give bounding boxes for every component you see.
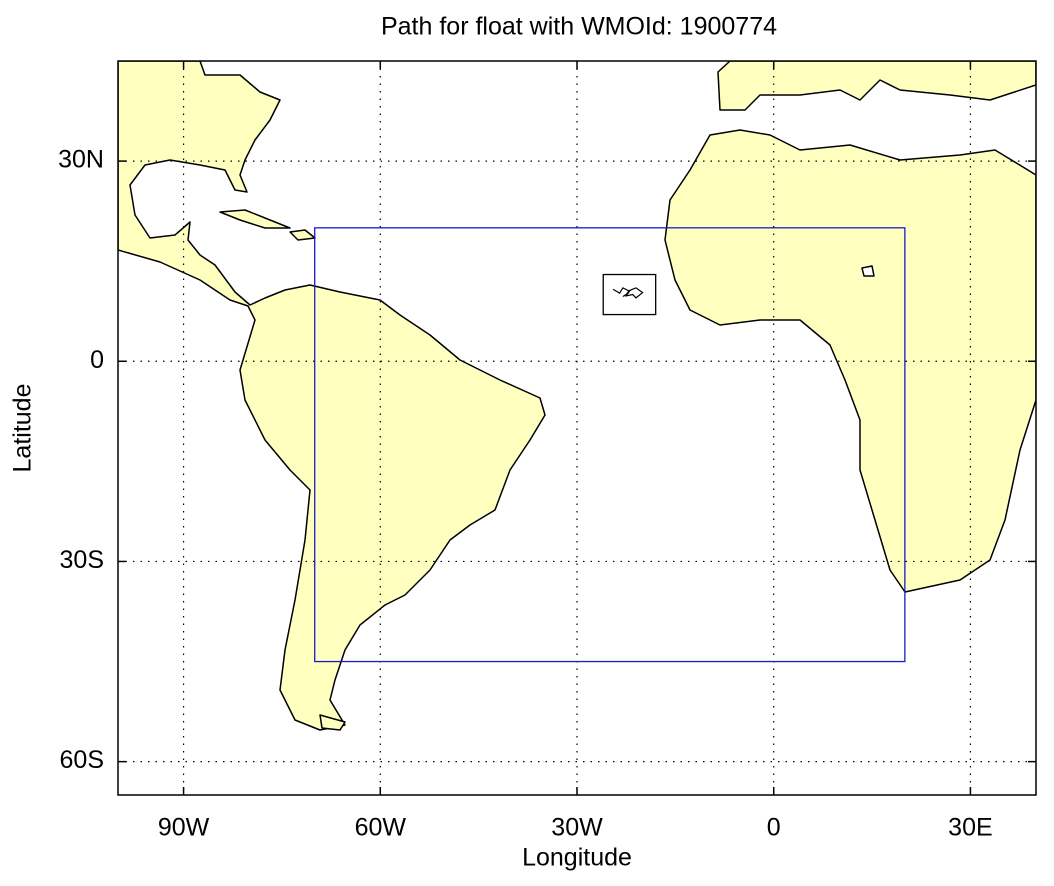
x-tick-label: 90W <box>158 814 210 842</box>
tierra-del-fuego <box>319 714 346 731</box>
y-tick-label: 30S <box>60 546 104 574</box>
inset-box <box>602 273 657 316</box>
x-axis-label: Longitude <box>522 844 632 872</box>
americas <box>118 61 546 731</box>
africa <box>664 129 1036 593</box>
float-track <box>612 287 644 299</box>
x-tick-label: 30W <box>551 814 603 842</box>
cuba <box>219 209 291 229</box>
land <box>118 61 1036 731</box>
x-tick-label: 60W <box>355 814 407 842</box>
y-tick-label: 30N <box>58 146 104 174</box>
chart-title: Path for float with WMOId: 1900774 <box>381 13 777 41</box>
x-tick-label: 30E <box>948 814 992 842</box>
y-axis-label: Latitude <box>9 384 37 473</box>
madeira-island <box>861 265 875 277</box>
region-box <box>314 227 906 663</box>
x-tick-label: 0 <box>767 814 781 842</box>
y-tick-label: 60S <box>60 746 104 774</box>
europe <box>717 61 1036 111</box>
y-tick-label: 0 <box>90 346 104 374</box>
